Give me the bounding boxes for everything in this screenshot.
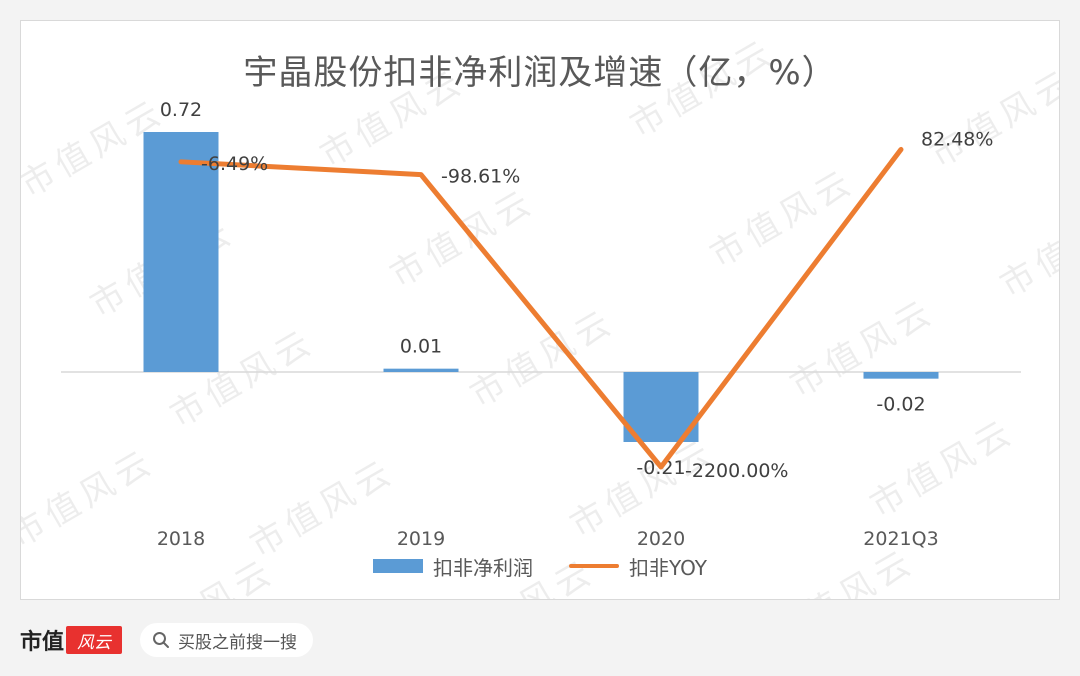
brand-text: 市值 bbox=[20, 629, 65, 655]
search-button[interactable]: 买股之前搜一搜 bbox=[140, 623, 314, 657]
legend-bar-swatch bbox=[373, 559, 423, 573]
bar-data-label: 0.01 bbox=[400, 336, 442, 358]
bar-2018 bbox=[143, 132, 219, 372]
legend-bar-label: 扣非净利润 bbox=[433, 555, 533, 580]
footer-bar: 市值 风云 买股之前搜一搜 bbox=[20, 622, 314, 658]
bar-data-label: 0.72 bbox=[160, 99, 202, 121]
search-placeholder: 买股之前搜一搜 bbox=[178, 632, 298, 653]
bar-data-label: -0.02 bbox=[876, 394, 925, 416]
line-data-label: -6.49% bbox=[201, 153, 268, 175]
legend-line-swatch bbox=[569, 564, 619, 568]
chart-legend: 扣非净利润 扣非YOY bbox=[21, 552, 1059, 581]
line-data-label: -98.61% bbox=[441, 166, 520, 188]
combo-chart: 0.720.01-0.21-0.02-6.49%-98.61%-2200.00%… bbox=[61, 99, 1021, 550]
brand-logo-group[interactable]: 市值 风云 bbox=[20, 624, 123, 656]
legend-item-bar: 扣非净利润 bbox=[373, 552, 533, 581]
chart-title: 宇晶股份扣非净利润及增速（亿，%） bbox=[243, 53, 837, 93]
legend-item-line: 扣非YOY bbox=[569, 552, 707, 581]
x-tick-label: 2020 bbox=[637, 528, 685, 550]
bar-2021Q3 bbox=[863, 372, 939, 379]
yoy-line bbox=[178, 146, 904, 470]
line-data-label: -2200.00% bbox=[685, 460, 788, 482]
bar-2019 bbox=[383, 368, 459, 372]
x-tick-label: 2019 bbox=[397, 528, 445, 550]
legend-line-label: 扣非YOY bbox=[629, 555, 707, 580]
search-icon bbox=[153, 632, 170, 648]
x-tick-label: 2018 bbox=[157, 528, 205, 550]
x-tick-label: 2021Q3 bbox=[863, 528, 938, 550]
brand-logo-mark: 风云 bbox=[66, 626, 123, 654]
line-data-label: 82.48% bbox=[921, 128, 993, 150]
chart-card: 市值风云 市值风云 市值风云 市值风云 市值风云 市值风云 市值风云 市值风云 市值风云 市值风云… bbox=[20, 20, 1060, 600]
